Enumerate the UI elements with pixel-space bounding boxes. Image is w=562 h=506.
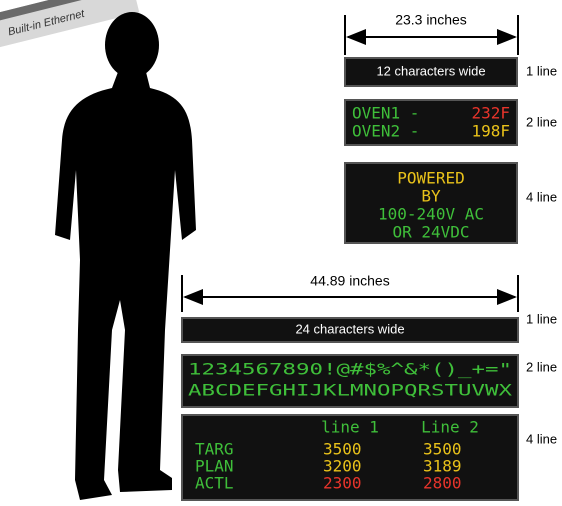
display: [344, 57, 518, 87]
led-text: line 1: [321, 418, 379, 437]
large-dimension: 44.89 inches: [181, 273, 519, 312]
caption: 2 line: [526, 359, 557, 374]
display-text: 12 characters wide: [376, 63, 485, 78]
led-text: Line 2: [421, 418, 479, 437]
led-text: TARG: [195, 440, 234, 459]
led-text: 2800: [423, 474, 462, 493]
small-dimension: 23.3 inches: [344, 12, 519, 55]
led-text: 3500: [423, 440, 462, 459]
led-text: ACTL: [195, 474, 234, 493]
led-text: BY: [421, 187, 441, 206]
led-text: 100-240V AC: [378, 205, 484, 224]
display: [181, 414, 519, 501]
display: [344, 99, 518, 146]
silhouette: [55, 12, 196, 500]
led-text: 198F: [471, 122, 510, 141]
caption: 4 line: [526, 431, 557, 446]
led-text: 3189: [423, 457, 462, 476]
led-text: POWERED: [397, 169, 464, 188]
led-text: 1234567890!@#$%^&*()_+=": [188, 360, 512, 379]
display: [181, 317, 519, 343]
led-text: ABCDEFGHIJKLMNOPQRSTUVWX: [188, 381, 513, 400]
dim-label: 44.89 inches: [310, 273, 389, 289]
led-text: OVEN2 -: [352, 122, 419, 141]
led-text: OR 24VDC: [392, 223, 469, 242]
caption: 1 line: [526, 311, 557, 326]
dim-label: 23.3 inches: [395, 12, 467, 28]
caption: 4 line: [526, 189, 557, 204]
led-text: 232F: [471, 104, 510, 123]
led-text: 3500: [323, 440, 362, 459]
display: [344, 162, 518, 244]
caption: 1 line: [526, 63, 557, 78]
led-text: 2300: [323, 474, 362, 493]
led-text: OVEN1 -: [352, 104, 419, 123]
display-text: 24 characters wide: [295, 321, 404, 336]
display: [181, 354, 519, 408]
led-text: PLAN: [195, 457, 234, 476]
caption: 2 line: [526, 114, 557, 129]
led-text: 3200: [323, 457, 362, 476]
